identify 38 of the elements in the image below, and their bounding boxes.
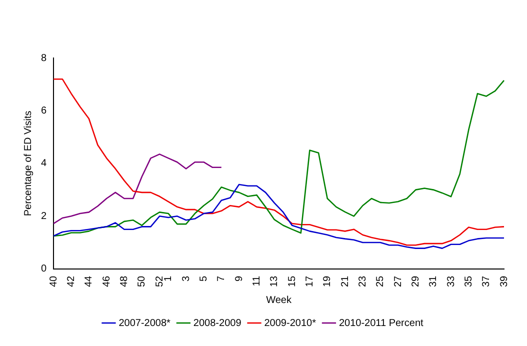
x-tick-label: 29 [410, 275, 422, 287]
y-tick-label: 2 [41, 210, 47, 222]
x-tick-label: 35 [463, 275, 474, 287]
x-tick-label: 31 [428, 275, 440, 287]
x-tick-label: 52 [154, 275, 166, 287]
x-tick-label: 42 [66, 275, 77, 287]
legend-label: 2008-2009 [193, 318, 242, 329]
x-tick-label: 5 [198, 275, 210, 282]
x-tick-label: 3 [180, 275, 192, 282]
y-axis-title: Percentage of ED Visits [22, 110, 34, 216]
x-tick-label: 46 [101, 275, 112, 287]
x-tick-label: 17 [304, 275, 316, 287]
y-tick-label: 6 [41, 105, 47, 116]
legend-label: 2007-2008* [118, 318, 171, 329]
x-tick-label: 7 [216, 275, 228, 282]
x-tick-label: 23 [357, 275, 368, 287]
legend-label: 2009-2010* [264, 318, 316, 329]
x-tick-label: 37 [481, 275, 492, 287]
x-tick-label: 9 [234, 275, 245, 282]
x-tick-label: 21 [340, 275, 351, 287]
legend-label: 2010-2011 Percent [338, 318, 424, 329]
x-tick-label: 44 [84, 275, 95, 287]
x-tick-label: 11 [251, 275, 262, 286]
x-tick-label: 25 [375, 275, 386, 287]
x-tick-label: 1 [163, 275, 174, 282]
y-tick-label: 8 [41, 52, 47, 64]
x-tick-label: 48 [118, 275, 130, 287]
x-tick-label: 27 [392, 275, 404, 287]
y-tick-label: 4 [41, 158, 47, 170]
x-tick-label: 19 [322, 275, 334, 287]
x-tick-label: 15 [286, 275, 298, 287]
x-tick-label: 40 [48, 275, 60, 287]
x-tick-label: 50 [136, 275, 148, 287]
x-tick-label: 39 [498, 275, 510, 287]
x-axis-title: Week [266, 294, 292, 306]
x-tick-label: 13 [269, 275, 280, 287]
x-tick-label: 33 [446, 275, 457, 287]
y-tick-label: 0 [41, 264, 47, 275]
